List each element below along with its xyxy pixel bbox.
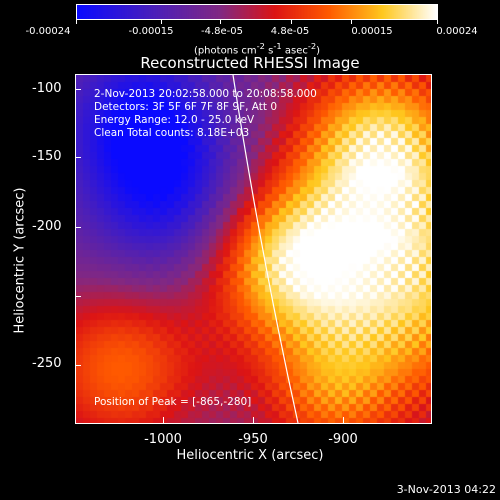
rhessi-image bbox=[75, 74, 432, 424]
y-tick-label: -100 bbox=[32, 81, 62, 96]
x-tick-label: -900 bbox=[328, 432, 358, 447]
colorbar-ticks bbox=[76, 20, 438, 26]
y-tick-label: -150 bbox=[32, 149, 62, 164]
colorbar-unit-label: (photons cm-2 s-1 asec-2) bbox=[193, 41, 321, 57]
y-tick-label: -200 bbox=[32, 219, 62, 234]
peak-position: Position of Peak = [-865,-280] bbox=[94, 396, 252, 408]
x-tick-label: -1000 bbox=[144, 432, 182, 447]
x-axis-label: Heliocentric X (arcsec) bbox=[176, 448, 324, 463]
solar-limb-line bbox=[232, 75, 299, 423]
colorbar bbox=[76, 4, 438, 20]
info-line-detectors: Detectors: 3F 5F 6F 7F 8F 9F, Att 0 bbox=[94, 101, 278, 113]
info-line-energy: Energy Range: 12.0 - 25.0 keV bbox=[94, 114, 255, 126]
timestamp: 3-Nov-2013 04:22 bbox=[396, 483, 496, 496]
colorbar-tick-label: 4.8e-05 bbox=[270, 26, 310, 37]
colorbar-tick-label: 0.00024 bbox=[436, 26, 478, 37]
colorbar-tick-label: 0.00015 bbox=[351, 26, 393, 37]
info-line-counts: Clean Total counts: 8.18E+03 bbox=[94, 127, 250, 139]
info-line-time: 2-Nov-2013 20:02:58.000 to 20:08:58.000 bbox=[94, 88, 317, 100]
x-tick-label: -950 bbox=[238, 432, 268, 447]
colorbar-tick-label: -4.8e-05 bbox=[201, 26, 243, 37]
y-tick-label: -250 bbox=[32, 356, 62, 371]
colorbar-tick-label: -0.00015 bbox=[128, 26, 174, 37]
y-axis-label: Heliocentric Y (arcsec) bbox=[12, 187, 28, 334]
colorbar-tick-label: -0.00024 bbox=[25, 26, 71, 37]
plot-title: Reconstructed RHESSI Image bbox=[140, 54, 360, 72]
